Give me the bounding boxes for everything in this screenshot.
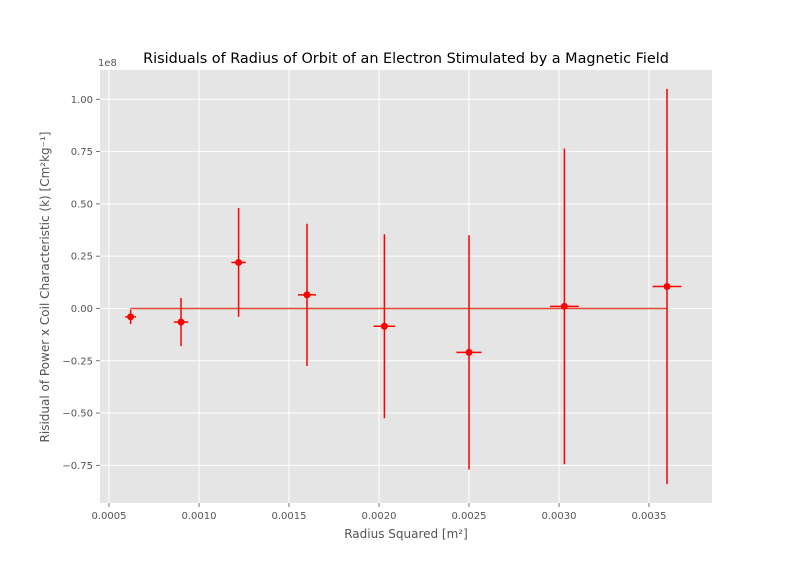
point-marker xyxy=(380,322,388,330)
point-marker xyxy=(177,318,185,326)
y-tick-label: −0.50 xyxy=(62,409,93,420)
point-marker xyxy=(465,348,473,356)
y-axis-ticks: −0.75 −0.50 −0.25 0.00 0.25 0.50 0.75 1.00 xyxy=(62,95,100,472)
chart-title: Risiduals of Radius of Orbit of an Elect… xyxy=(143,51,669,67)
point-marker xyxy=(560,302,568,310)
x-axis-ticks: 0.0005 0.0010 0.0015 0.0020 0.0025 0.0030 0.00… xyxy=(92,503,667,522)
x-tick-label: 0.0025 xyxy=(452,511,487,522)
y-tick-label: −0.25 xyxy=(62,356,93,367)
point-marker xyxy=(127,313,135,321)
x-tick-label: 0.0015 xyxy=(272,511,307,522)
x-tick-label: 0.0030 xyxy=(542,511,577,522)
data-point xyxy=(456,235,482,470)
x-tick-label: 0.0035 xyxy=(632,511,667,522)
point-marker xyxy=(303,291,311,299)
y-tick-label: 0.75 xyxy=(71,147,93,158)
point-marker xyxy=(235,258,243,266)
y-tick-label: 0.50 xyxy=(71,199,93,210)
x-tick-label: 0.0010 xyxy=(182,511,217,522)
x-axis-title: Radius Squared [m²] xyxy=(344,527,468,541)
data-point xyxy=(173,298,189,347)
data-point xyxy=(550,148,579,465)
data-point xyxy=(652,88,682,485)
y-tick-label: 0.00 xyxy=(71,304,93,315)
x-tick-label: 0.0020 xyxy=(362,511,397,522)
data-point xyxy=(125,309,136,325)
data-point xyxy=(373,234,396,419)
y-offset-label: 1e8 xyxy=(98,58,117,69)
plot-area xyxy=(100,70,712,503)
x-tick-label: 0.0005 xyxy=(92,511,127,522)
y-tick-label: −0.75 xyxy=(62,461,93,472)
data-points xyxy=(125,88,682,485)
y-axis-title: Risidual of Power x Coil Characteristic … xyxy=(38,132,52,443)
y-tick-label: 1.00 xyxy=(71,95,93,106)
point-marker xyxy=(663,283,671,290)
data-point xyxy=(298,223,316,366)
y-tick-label: 0.25 xyxy=(71,252,93,263)
data-point xyxy=(231,208,246,317)
